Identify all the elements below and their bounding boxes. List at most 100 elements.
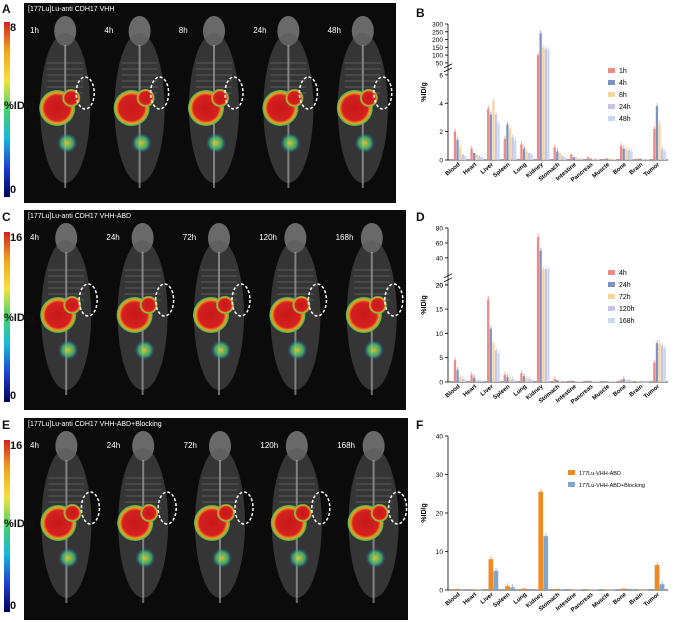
bar-tumor-1 — [659, 584, 665, 590]
legend-entry: 1h — [619, 68, 627, 75]
bar-brain-1 — [643, 589, 648, 591]
y-tick-label: 80 — [436, 226, 444, 233]
bar-heart-0 — [470, 148, 473, 160]
bar-heart-3 — [478, 155, 481, 160]
x-tick-label: Brain — [629, 384, 645, 399]
kidney-hotspot — [63, 296, 82, 314]
bar-intestine-0 — [570, 154, 573, 160]
x-tick-label: Bone — [612, 592, 628, 607]
bar-blood-0 — [453, 131, 457, 160]
bar-muscle-0 — [604, 589, 610, 591]
kidney-hotspot — [62, 89, 81, 107]
bar-stomach-3 — [561, 381, 564, 382]
bar-spleen-0 — [505, 586, 510, 590]
bar-lung-3 — [528, 152, 531, 160]
bar-brain-3 — [644, 381, 647, 383]
spect-image-panel-e: [177Lu]Lu-anti CDH17 VHH-ABD+Blocking 4h… — [24, 418, 408, 620]
legend-entry: 168h — [619, 318, 635, 325]
y-tick-label: 100 — [432, 53, 443, 60]
bar-lung-0 — [520, 373, 523, 382]
kidney-hotspot — [211, 89, 229, 107]
y-tick-label: 5 — [439, 355, 443, 362]
x-tick-label: Blood — [445, 162, 462, 178]
bar-heart-0 — [471, 589, 477, 590]
bar-kidney-3 — [544, 48, 547, 160]
bar-liver-3 — [494, 350, 498, 382]
bar-blood-0 — [453, 360, 457, 382]
bar-stomach-0 — [553, 147, 556, 160]
mouse-E-2: 24h — [107, 431, 177, 603]
legend-swatch — [608, 116, 615, 121]
abdominal-uptake — [58, 340, 79, 360]
spect-image-panel-a: [177Lu]Lu-anti CDH17 VHH 1h 4h 8h 24h 48h — [24, 3, 396, 203]
x-tick-label: Brain — [629, 162, 645, 177]
bar-blood-3 — [461, 154, 464, 160]
scale-min-c: 0 — [10, 390, 17, 402]
y-axis-label: %ID/g — [421, 503, 428, 522]
bar-bone-2 — [625, 379, 628, 382]
bar-heart-1 — [473, 377, 476, 382]
abdominal-uptake — [212, 548, 232, 568]
x-tick-label: Muscle — [592, 592, 612, 610]
tumor-circle — [384, 283, 404, 317]
bar-muscle-1 — [609, 589, 615, 591]
mouse-A-1: 1h — [30, 16, 95, 188]
panel-title-c: [177Lu]Lu-anti CDH17 VHH-ABD — [28, 213, 132, 220]
panel-letter-c: C — [2, 210, 11, 224]
x-tick-label: Blood — [445, 384, 462, 400]
unit-label-e: %ID/g — [4, 518, 35, 530]
x-tick-label: Heart — [463, 384, 479, 398]
bar-blood-4 — [464, 155, 467, 160]
bar-tumor-0 — [653, 128, 656, 160]
kidney-hotspot — [370, 504, 389, 522]
bar-lung-4 — [530, 154, 533, 160]
bar-tumor-2 — [658, 343, 661, 382]
legend-entry: 24h — [619, 104, 631, 111]
bar-bone-4 — [630, 151, 633, 160]
abdominal-uptake — [365, 548, 386, 568]
legend-swatch — [568, 470, 575, 475]
panel-letter-e: E — [2, 418, 11, 432]
bar-tumor-4 — [663, 347, 666, 382]
x-tick-label: Brain — [629, 592, 645, 607]
legend-swatch — [608, 306, 615, 311]
legend-swatch — [608, 92, 615, 97]
bar-pancreas-4 — [597, 381, 600, 383]
y-tick-label: 15 — [436, 307, 444, 314]
bar-stomach-4 — [563, 381, 567, 382]
mouse-E-3: 72h — [184, 431, 254, 603]
abdominal-uptake — [363, 340, 384, 360]
bar-liver-1 — [489, 328, 492, 382]
bar-spleen-0 — [503, 138, 506, 160]
bar-heart-2 — [475, 154, 478, 160]
y-tick-label: 0 — [439, 380, 443, 387]
mouse-images-E: 4h 24h 72h 120h 168h — [30, 431, 408, 603]
bar-blood-2 — [459, 147, 462, 160]
kidney-hotspot — [139, 296, 158, 314]
bar-stomach-1 — [560, 589, 565, 590]
bar-pancreas-0 — [586, 380, 590, 382]
bar-brain-3 — [644, 159, 647, 160]
bar-heart-4 — [480, 380, 484, 382]
color-scale-e — [4, 440, 10, 612]
time-label: 8h — [179, 26, 188, 35]
abdominal-uptake — [58, 548, 79, 568]
x-tick-label: Tumor — [643, 592, 661, 609]
bar-pancreas-0 — [588, 589, 593, 591]
bar-liver-1 — [489, 114, 492, 160]
bar-blood-3 — [461, 379, 464, 382]
time-label: 120h — [260, 441, 278, 450]
bar-liver-4 — [497, 123, 500, 160]
abdominal-uptake — [287, 340, 308, 360]
legend-swatch — [608, 318, 615, 323]
spect-image-panel-c: [177Lu]Lu-anti CDH17 VHH-ABD 4h 24h 72h 120… — [24, 210, 406, 410]
tumor-circle — [78, 283, 98, 317]
axis-break-mark — [443, 277, 453, 283]
x-tick-label: Blood — [445, 592, 462, 608]
bar-liver-1 — [493, 570, 499, 590]
time-label: 48h — [328, 26, 341, 35]
bar-lung-1 — [526, 588, 532, 590]
bar-bone-4 — [630, 380, 633, 382]
time-label: 24h — [253, 26, 266, 35]
